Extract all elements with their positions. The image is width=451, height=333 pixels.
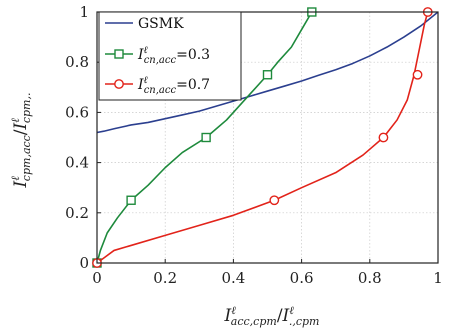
x-label-sub2: .,cpm xyxy=(289,315,320,328)
y-label-base: I xyxy=(11,181,31,189)
legend-acc03-sub: cn,acc xyxy=(144,55,177,66)
series-2-circle-marker xyxy=(378,132,389,143)
legend-acc07-sub: cn,acc xyxy=(144,85,177,96)
x-tick-label: 0 xyxy=(92,269,102,287)
y-label-sub: cpm,acc xyxy=(20,135,33,181)
legend-acc07-suffix: =0.7 xyxy=(176,77,210,93)
y-axis-label: Iℓcpm,acc/Iℓcpm,. xyxy=(9,92,33,188)
y-tick-label: 0.8 xyxy=(65,53,89,71)
series-1-square-marker xyxy=(126,195,136,205)
y-axis-ticks: 0 0.2 0.4 0.6 0.8 1 xyxy=(65,3,101,272)
x-label-sub: acc,cpm xyxy=(231,315,277,328)
series-1-square-marker xyxy=(262,70,273,80)
x-tick-label: 0.8 xyxy=(358,269,382,287)
x-axis-ticks: 0 0.2 0.4 0.6 0.8 1 xyxy=(92,259,443,287)
series-layer xyxy=(92,7,439,268)
y-label-slash: / xyxy=(11,129,31,135)
legend-acc07-base: I xyxy=(137,77,144,93)
series-2-circle-marker xyxy=(412,69,423,80)
plot-frame xyxy=(96,11,439,264)
series-line-2 xyxy=(96,11,429,264)
x-axis-label: Iℓ acc,cpm/Iℓ .,cpm xyxy=(223,304,319,328)
legend-label-gsmk: GSMK xyxy=(138,16,184,32)
x-label-sup2: ℓ xyxy=(289,304,294,317)
y-label-sup2: ℓ xyxy=(9,118,22,123)
x-tick-label: 0.4 xyxy=(221,269,245,287)
legend-gsmk-text: GSMK xyxy=(138,16,184,32)
x-tick-label: 0.2 xyxy=(153,269,177,287)
series-line-0 xyxy=(96,11,439,134)
y-tick-label: 0.4 xyxy=(65,154,89,172)
legend-acc03-base: I xyxy=(137,47,144,63)
legend-square-marker xyxy=(114,49,124,59)
x-label-slash: / xyxy=(277,306,283,326)
y-label-base2: I xyxy=(11,122,31,130)
legend-acc03-sup: ℓ xyxy=(144,45,148,56)
series-2-circle-marker xyxy=(269,195,280,206)
x-tick-label: 1 xyxy=(433,269,443,287)
legend-circle-marker xyxy=(114,79,124,89)
legend-acc03-suffix: =0.3 xyxy=(176,47,210,63)
x-label-base: I xyxy=(223,306,231,326)
series-1-square-marker xyxy=(201,132,211,143)
x-label-base2: I xyxy=(282,306,290,326)
y-axis-label-group: Iℓcpm,acc/Iℓcpm,. xyxy=(9,92,33,188)
y-label-sup: ℓ xyxy=(9,176,22,181)
y-label-sub2: cpm,. xyxy=(20,92,33,123)
series-line-1 xyxy=(96,11,313,264)
x-label-sup: ℓ xyxy=(231,304,236,317)
y-tick-label: 0.2 xyxy=(65,204,89,222)
legend: GSMK Iℓ cn,acc=0.3 Iℓ cn,acc=0.7 xyxy=(98,11,242,101)
y-tick-label: 0 xyxy=(79,254,89,272)
legend-acc07-sup: ℓ xyxy=(144,75,148,86)
y-tick-label: 0.6 xyxy=(65,103,89,121)
x-tick-label: 0.6 xyxy=(290,269,314,287)
y-tick-label: 1 xyxy=(79,3,89,21)
legend-label-acc03: Iℓ cn,acc=0.3 xyxy=(137,45,210,66)
legend-label-acc07: Iℓ cn,acc=0.7 xyxy=(137,75,210,96)
